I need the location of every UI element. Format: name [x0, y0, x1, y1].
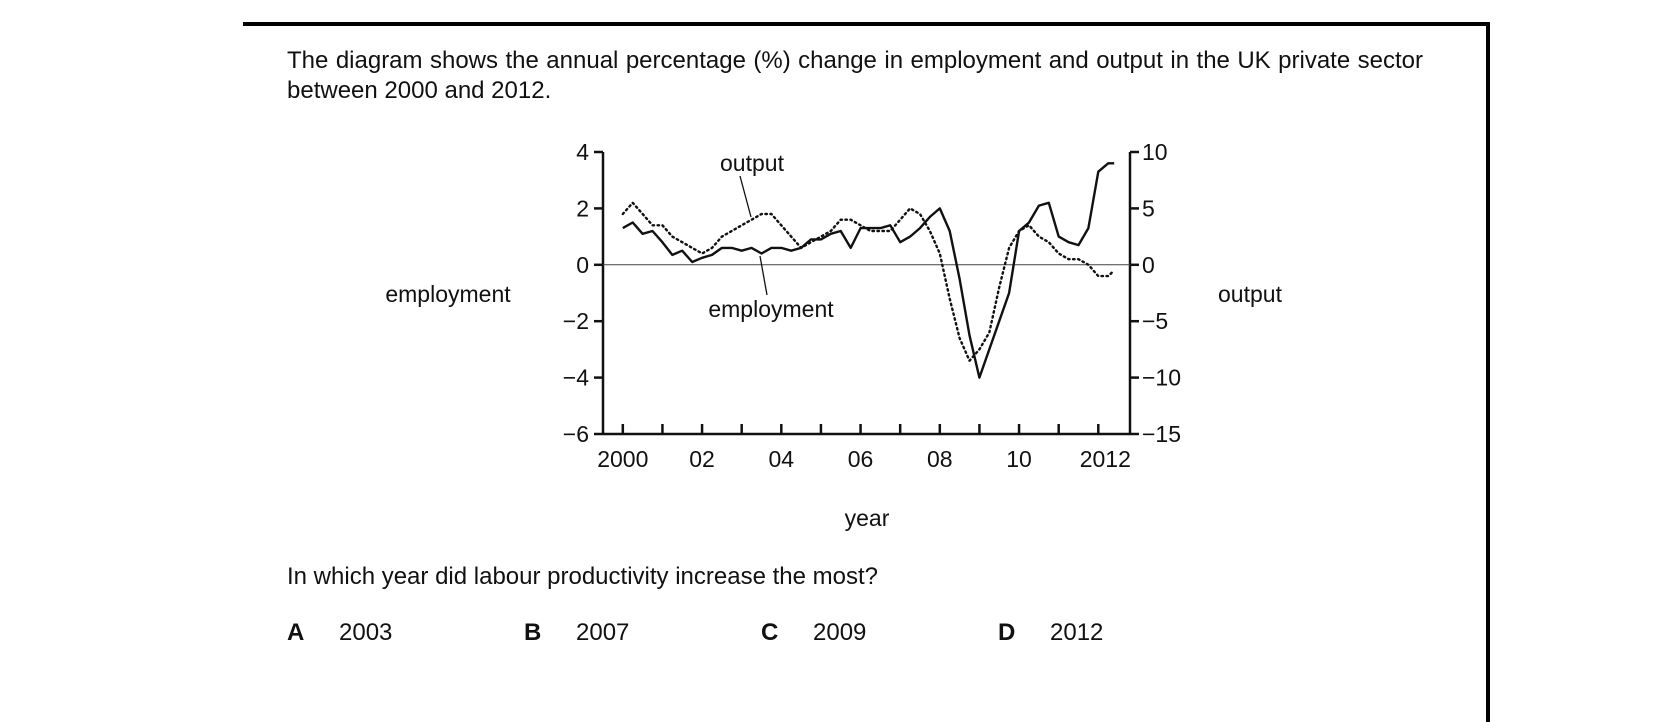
option-b[interactable]: B 2007 [524, 619, 629, 647]
x-axis-title: year [845, 505, 890, 531]
right-axis-tick-label: −5 [1142, 308, 1168, 334]
right-axis-tick-label: −15 [1142, 421, 1181, 447]
left-axis-tick-label: 4 [576, 139, 589, 165]
option-letter: A [287, 619, 305, 646]
left-axis-tick-label: −4 [563, 365, 589, 391]
question-frame [243, 22, 1490, 722]
annotation-label-output: output [720, 150, 785, 176]
option-letter: D [998, 619, 1016, 646]
right-axis-tick-label: 10 [1142, 139, 1168, 165]
option-text: 2012 [1050, 619, 1104, 646]
annotation-leader-output [739, 175, 752, 218]
left-axis-tick-label: 2 [576, 195, 589, 221]
x-axis-tick-label: 10 [1006, 446, 1032, 472]
x-axis-tick-label: 2012 [1080, 446, 1131, 472]
right-axis-tick-label: 5 [1142, 195, 1155, 221]
question-intro: The diagram shows the annual percentage … [287, 47, 1423, 104]
left-axis-title: employment [385, 281, 511, 307]
left-axis-tick-label: 0 [576, 252, 589, 278]
x-axis-tick-label: 08 [927, 446, 953, 472]
option-a[interactable]: A 2003 [287, 619, 392, 647]
annotation-leader-employment [759, 255, 768, 296]
option-c[interactable]: C 2009 [761, 619, 866, 647]
dual-axis-line-chart: 4 2 0 −2 −4 −6 10 5 0 −5 −10 −15 2000 02 04 06 08 10 2012 y… [385, 139, 1283, 531]
x-axis-tick-label: 2000 [597, 446, 648, 472]
option-text: 2007 [576, 619, 630, 646]
annotation-label-employment: employment [708, 296, 834, 322]
x-axis-tick-label: 02 [689, 446, 715, 472]
option-letter: C [761, 619, 779, 646]
right-axis-tick-label: 0 [1142, 252, 1155, 278]
x-axis-tick-label: 06 [848, 446, 874, 472]
option-text: 2003 [339, 619, 393, 646]
option-text: 2009 [813, 619, 867, 646]
option-d[interactable]: D 2012 [998, 619, 1103, 647]
series-line-employment [622, 162, 1115, 379]
left-axis-tick-label: −2 [563, 308, 589, 334]
left-axis-tick-label: −6 [563, 421, 589, 447]
right-axis-tick-label: −10 [1142, 365, 1181, 391]
right-axis-title: output [1218, 281, 1283, 307]
series-line-output [621, 201, 1116, 362]
option-letter: B [524, 619, 542, 646]
question-prompt: In which year did labour productivity in… [287, 563, 878, 590]
x-axis-tick-label: 04 [769, 446, 795, 472]
